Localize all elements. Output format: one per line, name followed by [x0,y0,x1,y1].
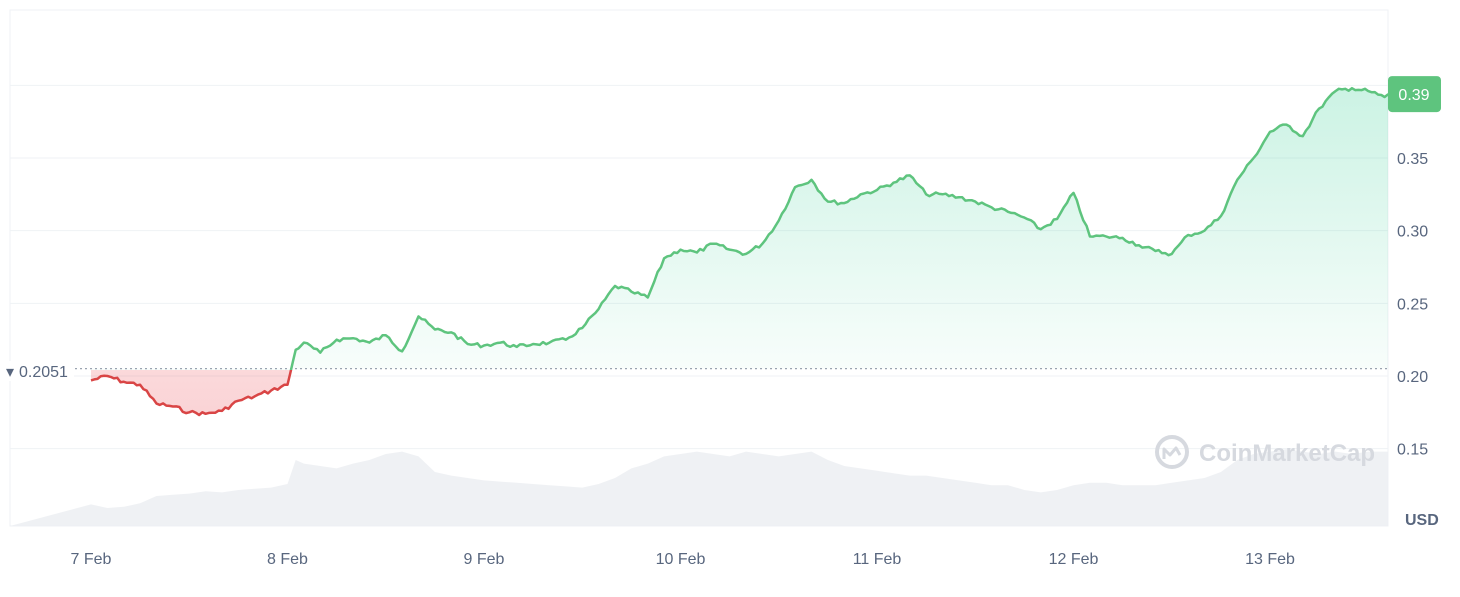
x-axis: 7 Feb 8 Feb 9 Feb 10 Feb 11 Feb 12 Feb 13 Feb [71,551,1295,568]
watermark-text: CoinMarketCap [1199,440,1375,467]
y-tick-label: 0.35 [1397,151,1428,168]
price-line [90,86,1388,417]
x-tick-label: 11 Feb [853,551,902,568]
y-axis: 0.15 0.20 0.25 0.30 0.35 [1397,151,1428,459]
reference-arrow-icon: ▾ [6,364,14,381]
x-tick-label: 9 Feb [464,551,505,568]
y-tick-label: 0.25 [1397,296,1428,313]
price-line-up [289,86,1388,370]
volume-bars [10,449,1388,526]
y-tick-label: 0.30 [1397,224,1428,241]
coinmarketcap-logo-icon [1155,435,1189,469]
x-tick-label: 13 Feb [1245,551,1295,568]
x-tick-label: 12 Feb [1049,551,1099,568]
x-tick-label: 10 Feb [656,551,706,568]
last-price-badge-bg [1388,76,1441,113]
currency-unit-label: USD [1405,512,1439,529]
reference-price-label: ▾ 0.2051 [6,361,74,381]
coinmarketcap-watermark: CoinMarketCap [1155,435,1375,469]
price-area-up [91,88,1388,370]
y-tick-label: 0.20 [1397,369,1428,386]
x-tick-label: 8 Feb [267,551,308,568]
x-tick-label: 7 Feb [71,551,112,568]
last-price-value: 0.39 [1398,87,1429,104]
y-tick-label: 0.15 [1397,442,1428,459]
reference-price-value: 0.2051 [19,364,68,381]
volume-area [10,449,1388,526]
price-area-down [91,370,291,415]
last-price-badge: 0.39 [1388,76,1441,113]
price-area [91,88,1388,415]
